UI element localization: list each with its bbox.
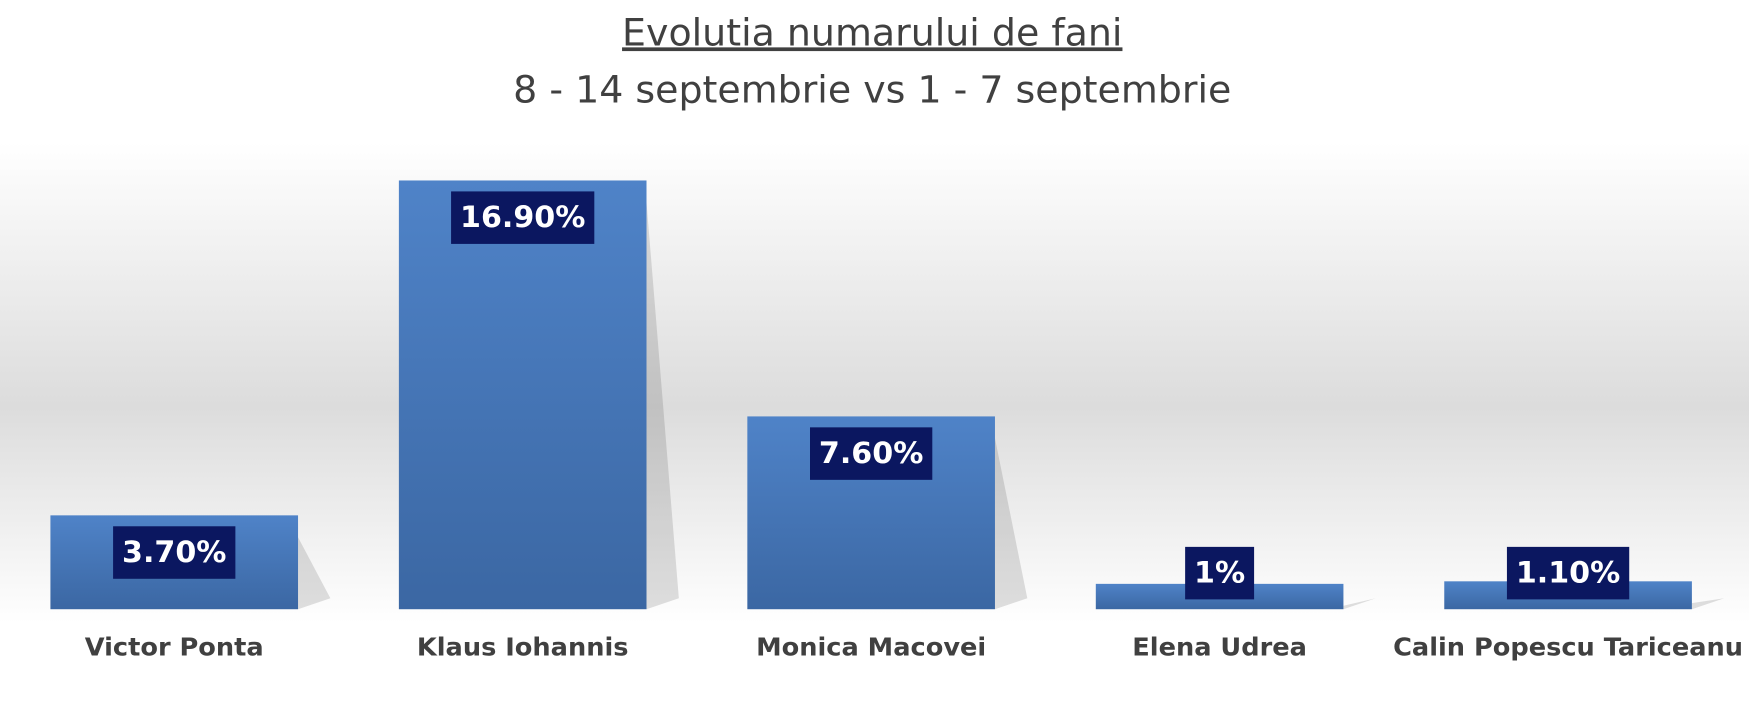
- x-tick-label: Victor Ponta: [85, 632, 264, 662]
- value-label: 16.90%: [460, 200, 585, 235]
- value-label-box: [451, 191, 595, 244]
- value-label-box: [810, 427, 933, 480]
- bar-shadow: [994, 438, 1028, 610]
- value-label: 1%: [1194, 556, 1245, 591]
- bar: [398, 180, 647, 610]
- x-tick-label: Calin Popescu Tariceanu: [1393, 632, 1743, 662]
- value-label: 3.70%: [122, 535, 226, 570]
- value-label-box: [113, 526, 236, 579]
- x-tick-label: Klaus Iohannis: [417, 632, 629, 662]
- value-label: 1.10%: [1516, 556, 1620, 591]
- value-label-box: [1506, 546, 1630, 600]
- x-tick-label: Monica Macovei: [756, 632, 986, 662]
- x-tick-label: Elena Udrea: [1132, 632, 1307, 662]
- chart-title: Evolutia numarului de fani: [622, 11, 1122, 55]
- value-label-box: [1185, 546, 1255, 600]
- bar-shadow: [646, 202, 679, 610]
- chart-subtitle: 8 - 14 septembrie vs 1 - 7 septembrie: [513, 68, 1231, 112]
- value-label: 7.60%: [819, 436, 923, 471]
- bar-shadow: [1343, 598, 1376, 610]
- bar-shadow: [298, 537, 331, 610]
